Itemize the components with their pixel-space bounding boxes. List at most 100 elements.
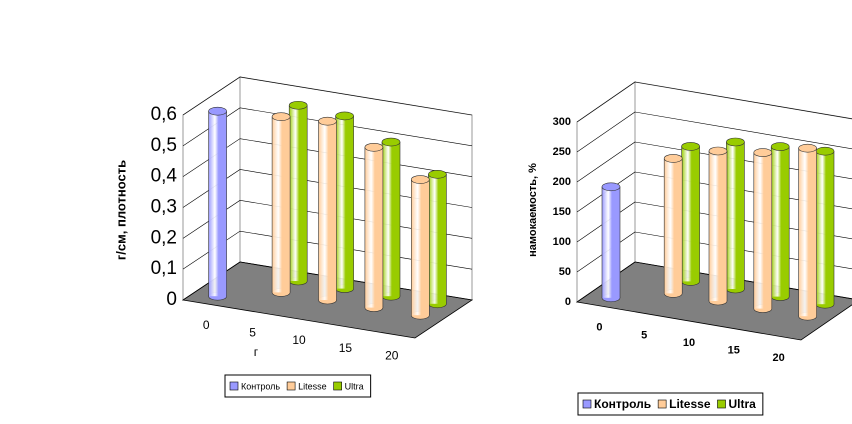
y-axis-title: г/см, плотность (113, 160, 128, 260)
legend-swatch (582, 399, 592, 409)
legend-swatch (286, 381, 296, 391)
bar (271, 112, 291, 297)
bar-body (664, 158, 683, 294)
y-tick-label: 0 (565, 296, 571, 308)
grid-line (182, 107, 473, 147)
x-axis-title: г (254, 345, 259, 359)
bar-top (681, 142, 700, 151)
bar-body (272, 116, 291, 293)
bar-body (771, 146, 790, 297)
bar-body (798, 148, 817, 317)
y-axis-title: намокаемость, % (527, 163, 539, 257)
bar-body (382, 142, 400, 297)
bar (753, 148, 773, 313)
y-tick-label: 0,6 (151, 104, 177, 125)
y-tick-label: 250 (553, 146, 571, 158)
y-tick-label: 100 (553, 236, 571, 248)
bar-body (289, 105, 308, 281)
legend-label: Контроль (241, 381, 280, 391)
bar (428, 170, 447, 309)
bar-top (381, 137, 401, 147)
x-tick-label: 0 (596, 322, 602, 334)
legend-swatch (657, 399, 667, 409)
y-tick-label: 0 (166, 289, 177, 310)
bar-body (411, 179, 430, 316)
bar-top (708, 146, 728, 156)
bar (318, 116, 337, 305)
x-tick-label: 20 (385, 348, 399, 362)
legend-label: Ultra (729, 397, 757, 411)
x-tick-label: 5 (641, 329, 647, 341)
bar (708, 146, 728, 306)
grid-line (576, 111, 852, 153)
y-tick-label: 0,4 (151, 166, 178, 187)
x-tick-label: 15 (728, 345, 740, 357)
y-tick-label: 150 (553, 206, 571, 218)
bar-top (428, 170, 447, 179)
legend-swatch (717, 399, 726, 409)
legend-box (577, 392, 764, 416)
y-tick-label: 300 (553, 116, 571, 128)
bar-body (602, 186, 620, 298)
bar-top (208, 106, 227, 116)
bar-body (709, 151, 727, 301)
x-tick-label: 15 (339, 341, 353, 355)
bar-body (208, 111, 227, 297)
bar (208, 106, 227, 301)
bar-body (335, 115, 354, 289)
y-tick-label: 0,1 (151, 258, 177, 279)
legend-label: Litesse (669, 397, 711, 411)
bar-body (726, 142, 745, 289)
bar (601, 182, 621, 303)
bar (335, 111, 354, 293)
bar-body (681, 146, 700, 282)
bar (681, 142, 700, 286)
bar-top (815, 146, 835, 156)
bar (381, 137, 401, 301)
bar-top (364, 142, 384, 152)
x-tick-label: 5 (249, 326, 256, 340)
bar (364, 142, 384, 312)
bar-top (335, 111, 354, 121)
bar (410, 175, 430, 320)
bar-top (753, 148, 773, 157)
bar (726, 137, 745, 294)
x-tick-label: 20 (772, 352, 784, 364)
legend-swatch (333, 381, 342, 391)
bar (815, 146, 835, 309)
bar-top (601, 182, 621, 192)
y-tick-label: 0,2 (151, 227, 177, 248)
bar (663, 154, 683, 298)
bar-body (364, 147, 383, 308)
y-tick-label: 0,5 (151, 135, 177, 156)
y-tick-label: 0,3 (151, 197, 177, 218)
bar-body (816, 151, 834, 305)
legend-label: Контроль (594, 397, 651, 411)
legend-swatch (229, 381, 239, 391)
legend-label: Ultra (345, 381, 364, 391)
bar-top (318, 116, 337, 126)
bar (288, 100, 308, 286)
y-tick-label: 200 (553, 176, 571, 188)
x-tick-label: 10 (683, 337, 695, 349)
bar-top (770, 142, 790, 151)
bar-top (798, 143, 817, 153)
bar-body (318, 121, 337, 301)
x-tick-label: 10 (292, 333, 306, 347)
bar-body (428, 174, 447, 304)
legend-label: Litesse (298, 381, 327, 391)
bar-top (663, 154, 683, 163)
bar-body (753, 152, 772, 309)
bar-top (271, 112, 291, 121)
grid-line (576, 81, 852, 123)
x-tick-label: 0 (203, 318, 210, 332)
bar-top (726, 137, 745, 147)
bar (770, 142, 790, 301)
legend-box (224, 374, 372, 398)
grid-line (182, 76, 473, 116)
bar (798, 143, 817, 321)
bar-top (288, 100, 308, 110)
y-tick-label: 50 (559, 266, 571, 278)
